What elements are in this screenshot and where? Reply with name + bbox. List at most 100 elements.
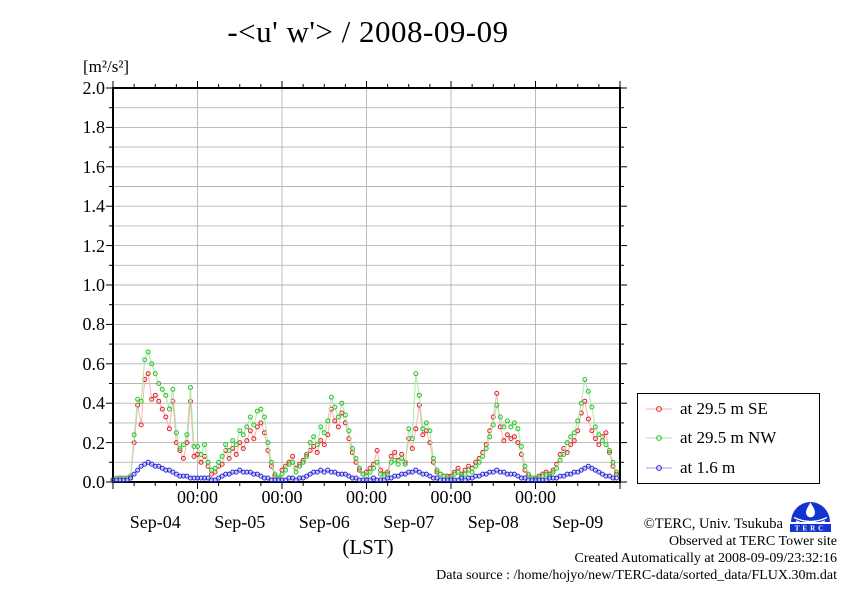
series-marker: [501, 424, 507, 430]
series-marker: [582, 377, 588, 383]
series-marker: [233, 451, 239, 457]
series-marker: [159, 406, 165, 412]
series-marker: [353, 455, 359, 461]
series-marker: [522, 463, 528, 469]
series-marker: [610, 459, 616, 465]
series-marker: [138, 398, 144, 404]
series-marker: [420, 432, 426, 438]
series-marker: [321, 430, 327, 436]
series-marker: [342, 412, 348, 418]
series-marker: [596, 442, 602, 448]
series-marker: [508, 424, 514, 430]
series-marker: [187, 384, 193, 390]
series-marker: [434, 467, 440, 473]
legend-marker-icon: [646, 435, 672, 442]
series-marker: [490, 422, 496, 428]
series-marker: [585, 416, 591, 422]
series-marker: [504, 432, 510, 438]
series-marker: [223, 442, 229, 448]
series-marker: [180, 455, 186, 461]
series-marker: [156, 381, 162, 386]
y-axis-tick-label: 2.0: [82, 78, 106, 98]
series-marker: [420, 426, 426, 432]
series-marker: [173, 430, 179, 436]
y-axis-tick-label: 0.6: [82, 353, 106, 374]
series-marker: [494, 402, 500, 408]
series-marker: [332, 404, 338, 410]
series-marker: [195, 444, 200, 450]
series-marker: [180, 442, 186, 448]
series-marker: [346, 428, 352, 434]
series-marker: [371, 465, 377, 471]
series-marker: [325, 418, 331, 424]
series-marker: [142, 357, 148, 363]
footer-observed-line: Observed at TERC Tower site: [668, 534, 837, 549]
series-marker: [279, 471, 285, 477]
series-marker: [515, 440, 521, 446]
series-marker: [462, 471, 468, 477]
series-marker: [490, 414, 496, 420]
series-marker: [511, 434, 517, 440]
x-axis-date-label: Sep-09: [552, 512, 604, 532]
series-marker: [166, 426, 172, 432]
series-marker: [388, 453, 394, 459]
series-marker: [230, 438, 236, 444]
y-axis-tick-label: 1.0: [82, 275, 106, 295]
series-marker: [244, 438, 250, 444]
footer-created-line: Created Automatically at 2008-09-09/23:3…: [574, 551, 837, 566]
series-marker: [399, 455, 405, 461]
series-marker: [592, 436, 598, 442]
series-marker: [395, 461, 401, 467]
series-marker: [606, 447, 612, 453]
series-marker: [427, 428, 433, 434]
series-marker: [311, 434, 317, 440]
series-marker: [518, 451, 524, 457]
series-marker: [374, 447, 380, 453]
x-axis-date-label: Sep-08: [467, 512, 519, 532]
x-axis-date-label: Sep-06: [298, 512, 350, 532]
x-axis-time-label: 00:00: [430, 487, 472, 507]
series-marker: [409, 436, 415, 442]
series-marker: [339, 400, 345, 406]
x-axis-caption: (LST): [342, 535, 394, 559]
series-marker: [430, 455, 436, 461]
series-marker: [247, 414, 253, 420]
legend-marker-icon: [646, 405, 672, 412]
series-marker: [283, 467, 289, 473]
series-marker: [511, 420, 517, 426]
x-axis-time-label: 00:00: [261, 487, 303, 507]
series-marker: [392, 449, 398, 455]
series-marker: [409, 446, 415, 452]
series-marker: [244, 424, 250, 430]
series-marker: [163, 392, 169, 398]
y-axis-tick-label: 1.6: [82, 156, 106, 177]
legend: at 29.5 m SE at 29.5 m NW at 1.6 m: [637, 393, 820, 484]
series-marker: [367, 469, 373, 475]
series-marker: [335, 414, 341, 420]
series-marker: [501, 438, 507, 444]
series-marker: [307, 440, 313, 446]
series-marker: [413, 426, 419, 432]
series-marker: [170, 386, 176, 392]
series-marker: [293, 469, 299, 475]
series-marker: [152, 392, 158, 398]
series-marker: [557, 457, 563, 463]
series-marker: [314, 442, 320, 448]
series-marker: [575, 418, 581, 424]
series-marker: [131, 471, 137, 477]
series-marker: [219, 453, 225, 459]
series-marker: [571, 438, 577, 444]
y-axis-tick-label: 1.2: [82, 235, 106, 256]
series-marker: [290, 459, 296, 465]
series-marker: [237, 428, 243, 434]
series-marker: [469, 469, 475, 475]
series-marker: [198, 451, 204, 457]
series-marker: [603, 442, 609, 448]
y-axis-tick-label: 0.2: [82, 432, 106, 453]
series-marker: [261, 414, 267, 420]
x-axis-date-label: Sep-07: [383, 512, 435, 532]
series-marker: [166, 406, 172, 412]
series-marker: [356, 465, 362, 471]
series-line-1: [112, 350, 617, 481]
series-marker: [272, 471, 278, 477]
